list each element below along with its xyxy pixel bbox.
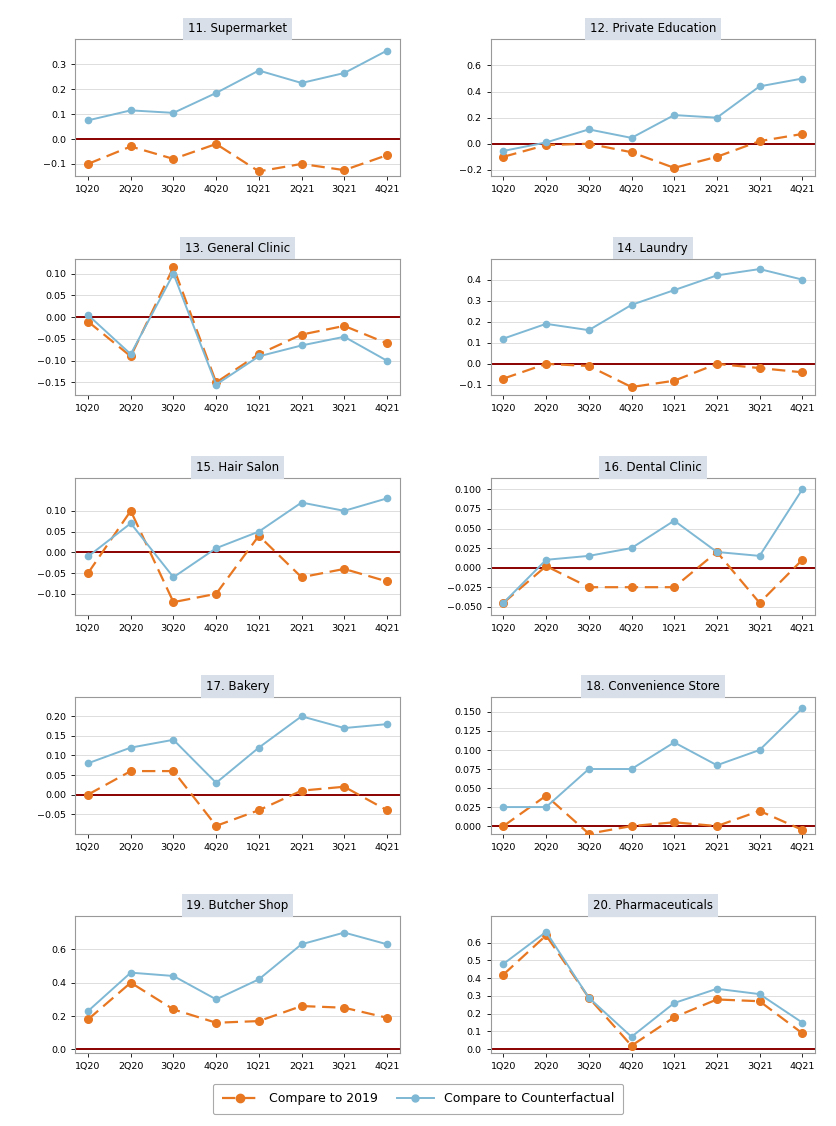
Title: 17. Bakery: 17. Bakery (206, 680, 269, 692)
Title: 15. Hair Salon: 15. Hair Salon (196, 461, 279, 474)
Title: 18. Convenience Store: 18. Convenience Store (586, 680, 720, 692)
Title: 11. Supermarket: 11. Supermarket (188, 23, 287, 35)
Legend: Compare to 2019, Compare to Counterfactual: Compare to 2019, Compare to Counterfactu… (212, 1083, 624, 1114)
Title: 13. General Clinic: 13. General Clinic (185, 242, 290, 254)
Title: 14. Laundry: 14. Laundry (618, 242, 688, 254)
Title: 12. Private Education: 12. Private Education (589, 23, 716, 35)
Title: 19. Butcher Shop: 19. Butcher Shop (186, 899, 288, 912)
Title: 16. Dental Clinic: 16. Dental Clinic (604, 461, 701, 474)
Title: 20. Pharmaceuticals: 20. Pharmaceuticals (593, 899, 713, 912)
